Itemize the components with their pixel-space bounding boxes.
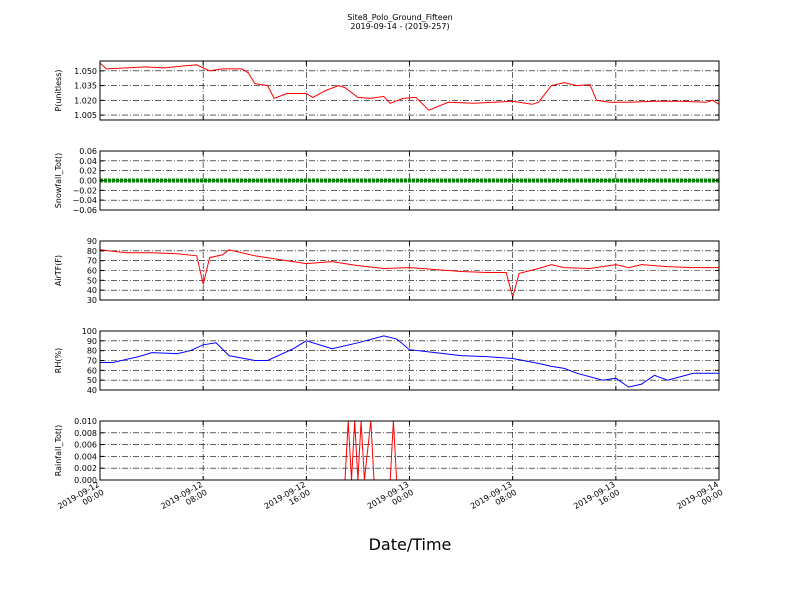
y-tick-label: 0.00 [79, 177, 97, 186]
y-axis-label: Rainfall_Tot() [54, 425, 63, 477]
panels: 1.0051.0201.0351.050P(unitless)−0.06−0.0… [54, 60, 720, 485]
y-tick-label: 70 [87, 357, 97, 366]
series-line [99, 62, 720, 111]
y-tick-label: 0.04 [79, 157, 97, 166]
y-tick-label: −0.06 [72, 206, 97, 215]
y-tick-label: 60 [87, 267, 97, 276]
y-tick-label: 40 [87, 386, 97, 395]
series-line [99, 249, 719, 300]
y-tick-label: 0.010 [74, 417, 97, 426]
y-axis-label: P(unitless) [54, 69, 63, 111]
y-tick-label: 90 [87, 237, 97, 246]
y-tick-label: 70 [87, 257, 97, 266]
panel-1: 1.005 1.020 1.035 1.050 P(unitless) [54, 60, 720, 121]
y-tick-label: 1.005 [74, 111, 97, 120]
y-tick-label: 0.002 [74, 464, 97, 473]
y-tick-label: 50 [87, 276, 97, 285]
y-axis-label: RH(%) [54, 348, 63, 373]
y-tick-label: 0.006 [74, 441, 97, 450]
y-tick-label: 60 [87, 366, 97, 375]
y-tick-label: 0.008 [74, 429, 97, 438]
y-tick-label: 80 [87, 247, 97, 256]
y-tick-label: 30 [87, 296, 97, 305]
y-tick-label: 80 [87, 347, 97, 356]
chart-title: Site8_Polo_Ground_Fifteen [347, 13, 452, 22]
y-axis-label: Snowfall_Tot() [54, 153, 63, 209]
chart-subtitle: 2019-09-14 - (2019-257) [350, 22, 449, 31]
y-axis-label: AirTF(F) [54, 255, 63, 286]
series-line [100, 335, 719, 388]
panel-5: 0.000 0.002 0.004 0.006 0.008 0.010 Rainfall_T… [54, 417, 720, 485]
y-tick-label: 50 [87, 376, 97, 385]
y-tick-label: 1.020 [74, 96, 97, 105]
y-tick-label: 40 [87, 286, 97, 295]
y-tick-label: 100 [82, 327, 97, 336]
y-tick-label: 0.02 [79, 167, 97, 176]
y-tick-label: 1.050 [74, 67, 97, 76]
y-tick-label: 0.000 [74, 476, 97, 485]
y-tick-label: 0.004 [74, 452, 97, 461]
y-tick-label: −0.02 [72, 186, 97, 195]
panel-2: −0.06−0.04−0.020.000.020.040.06 Snowfall_… [54, 147, 720, 215]
y-tick-label: 0.06 [79, 147, 97, 156]
x-axis-label: Date/Time [369, 535, 452, 554]
y-tick-label: −0.04 [72, 196, 97, 205]
y-tick-label: 1.035 [74, 82, 97, 91]
y-tick-label: 90 [87, 337, 97, 346]
